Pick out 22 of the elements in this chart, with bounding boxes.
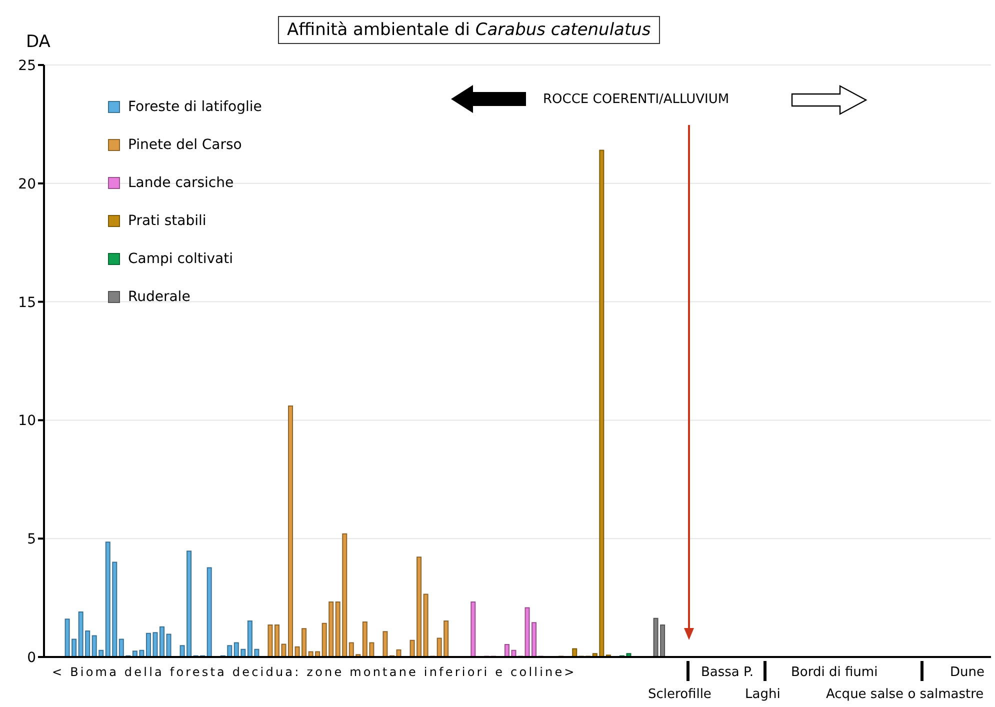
y-tick-label: 25 [18, 58, 36, 74]
legend-label: Foreste di latifoglie [128, 99, 262, 115]
text: Bassa P. [701, 665, 754, 680]
y-tick-label: 20 [18, 176, 36, 192]
legend-label: Campi coltivati [128, 251, 233, 267]
chart-title: Affinità ambientale di Carabus catenulatus [278, 16, 660, 44]
text: Dune [950, 665, 984, 680]
annotation: ROCCE COERENTI/ALLUVIUM [543, 92, 730, 107]
y-axis-title: DA [26, 32, 50, 52]
legend-label: Ruderale [128, 289, 190, 305]
text: Acque salse o salmastre [826, 687, 984, 702]
text: Sclerofille [648, 687, 712, 702]
text: Laghi [745, 687, 780, 702]
y-tick-label: 10 [18, 413, 36, 430]
text: < Bioma della foresta decidua: zone montane inferiori e colline> [52, 665, 576, 679]
y-tick-label: 15 [18, 294, 36, 311]
text: Bordi di fiumi [791, 665, 878, 680]
legend-label: Pinete del Carso [128, 137, 242, 153]
y-tick-label: 0 [27, 650, 36, 666]
legend-label: Prati stabili [128, 213, 206, 229]
y-tick-label: 5 [27, 532, 36, 548]
legend-label: Lande carsiche [128, 175, 234, 191]
